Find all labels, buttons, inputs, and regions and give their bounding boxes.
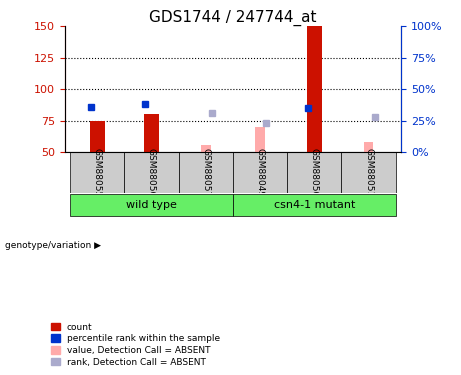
Bar — [201, 145, 211, 152]
Text: GSM88051: GSM88051 — [364, 148, 373, 197]
Text: GSM88057: GSM88057 — [201, 148, 210, 197]
Bar — [89, 121, 105, 152]
Legend: count, percentile rank within the sample, value, Detection Call = ABSENT, rank, : count, percentile rank within the sample… — [51, 322, 220, 367]
Bar — [124, 152, 178, 193]
Bar — [144, 114, 159, 152]
Bar — [287, 152, 341, 193]
Text: wild type: wild type — [126, 200, 177, 210]
Bar — [255, 127, 265, 152]
Title: GDS1744 / 247744_at: GDS1744 / 247744_at — [149, 10, 317, 26]
Bar — [341, 152, 396, 193]
Text: GSM88056: GSM88056 — [147, 148, 156, 197]
Text: GSM88049: GSM88049 — [255, 148, 265, 197]
Bar — [70, 194, 233, 216]
Bar — [233, 152, 287, 193]
Text: genotype/variation ▶: genotype/variation ▶ — [5, 241, 100, 250]
Bar — [233, 194, 396, 216]
Text: csn4-1 mutant: csn4-1 mutant — [273, 200, 355, 210]
Bar — [178, 152, 233, 193]
Bar — [364, 142, 373, 152]
Bar — [307, 26, 322, 152]
Bar — [70, 152, 124, 193]
Text: GSM88055: GSM88055 — [93, 148, 101, 197]
Text: GSM88050: GSM88050 — [310, 148, 319, 197]
